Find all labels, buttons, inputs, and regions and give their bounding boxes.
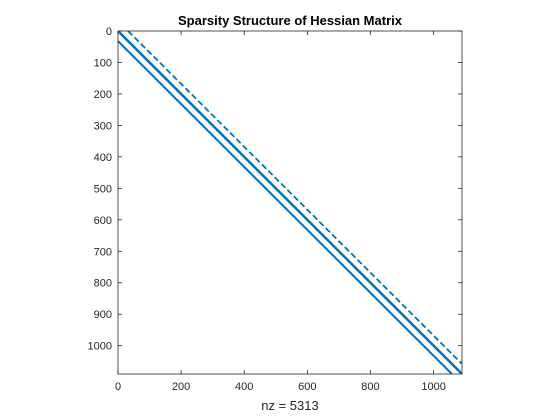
plot-frame (117, 30, 463, 375)
x-tick-label: 400 (235, 381, 253, 393)
x-tick-label: 800 (361, 381, 379, 393)
y-tick-label: 500 (94, 183, 112, 195)
y-tick-label: 300 (94, 120, 112, 132)
y-tick-label: 0 (106, 26, 112, 38)
y-tick-label: 400 (94, 152, 112, 164)
plot-marks (118, 31, 462, 374)
y-tick-label: 1000 (88, 341, 112, 353)
diagonal-band-4 (118, 31, 462, 374)
y-tick-label: 200 (94, 89, 112, 101)
x-tick-label: 0 (115, 381, 121, 393)
diagonal-band-5 (118, 40, 453, 374)
y-tick-label: 600 (94, 215, 112, 227)
y-tick-label: 800 (94, 278, 112, 290)
x-tick-label: 200 (172, 381, 190, 393)
x-tick-label: 1000 (421, 381, 445, 393)
chart-title: Sparsity Structure of Hessian Matrix (178, 13, 403, 28)
y-tick-label: 700 (94, 246, 112, 258)
x-tick-label: 600 (298, 381, 316, 393)
y-tick-label: 900 (94, 309, 112, 321)
x-axis-label: nz = 5313 (261, 398, 318, 413)
y-tick-label: 100 (94, 57, 112, 69)
axes: 0 200 400 600 800 1000 0 100 200 300 400 500 600 700 8… (88, 26, 463, 393)
diagonal-band-1 (127, 31, 462, 365)
